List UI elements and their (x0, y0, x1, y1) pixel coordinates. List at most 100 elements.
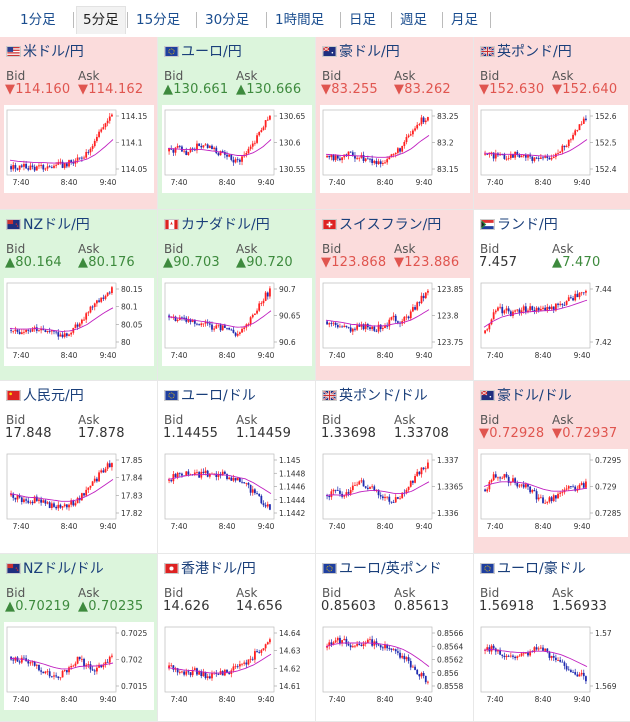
pair-title[interactable]: カナダドル/円 (164, 216, 270, 234)
candle-body (238, 477, 241, 482)
y-tick-label: 14.63 (279, 647, 301, 656)
pair-title[interactable]: NZドル/円 (6, 216, 90, 234)
candle-body (520, 653, 523, 656)
y-tick-label: 1.337 (437, 456, 459, 465)
tab-2[interactable]: 15分足 (136, 12, 181, 28)
candlestick-chart[interactable]: 0.7295 0.729 0.7285 7:40 8:40 9:40 (478, 449, 628, 537)
candlestick-chart[interactable]: 17.85 17.84 17.83 17.82 7:40 8:40 9:40 (4, 449, 154, 537)
candle-body (379, 161, 382, 165)
rate-card[interactable]: 香港ドル/円 Bid Ask 14.626 14.656 14.64 14.63 14.62 1… (158, 554, 316, 722)
candlestick-chart[interactable]: 80.15 80.1 80.05 80 7:40 8:40 9:40 (4, 278, 154, 366)
candle-body (501, 477, 504, 479)
candlestick-chart[interactable]: 14.64 14.63 14.62 14.61 7:40 8:40 9:40 (162, 622, 312, 710)
y-tick-label: 123.75 (437, 338, 463, 347)
candlestick-chart[interactable]: 0.7025 0.702 0.7015 7:40 8:40 9:40 (4, 622, 154, 710)
candlestick-chart[interactable]: 1.145 1.1448 1.1446 1.1444 1.1442 7:40 8:40 9:4… (162, 449, 312, 537)
candle-body (529, 486, 532, 493)
candle-body (565, 665, 568, 670)
candlestick-chart[interactable]: 7.44 7.42 7:40 8:40 9:40 (478, 278, 628, 366)
candlestick-chart[interactable]: 152.6 152.5 152.4 7:40 8:40 9:40 (478, 105, 628, 193)
candlestick-chart[interactable]: 1.57 1.569 7:40 8:40 9:40 (478, 622, 628, 710)
pair-title[interactable]: 豪ドル/ドル (480, 387, 572, 405)
flag-nz-icon (6, 217, 23, 233)
pair-name: ランド/円 (497, 217, 558, 233)
moving-average-line (9, 307, 114, 332)
candlestick-chart[interactable]: 90.7 90.65 90.6 7:40 8:40 9:40 (162, 278, 312, 366)
rate-card[interactable]: NZドル/円 Bid Ask ▲80.164 ▲80.176 80.15 80.1 80.05… (0, 210, 158, 381)
rate-card[interactable]: ユーロ/円 Bid Ask ▲130.661 ▲130.666 130.65 130.6 13… (158, 37, 316, 210)
pair-title[interactable]: ランド/円 (480, 216, 558, 234)
rate-card[interactable]: スイスフラン/円 Bid Ask ▼123.868 ▼123.886 123.85 123.… (316, 210, 474, 381)
x-tick-label: 9:40 (100, 522, 117, 531)
moving-average-line (167, 653, 272, 674)
candlestick-chart[interactable]: 123.85 123.8 123.75 7:40 8:40 9:40 (320, 278, 470, 366)
candle-body (236, 477, 239, 481)
rate-card[interactable]: ユーロ/ドル Bid Ask 1.14455 1.14459 1.145 1.1448 1.1… (158, 381, 316, 554)
candle-body (89, 485, 92, 488)
rate-card[interactable]: ユーロ/豪ドル Bid Ask 1.56918 1.56933 1.57 1.569 7:40… (474, 554, 630, 722)
candle-body (520, 484, 523, 486)
rate-card[interactable]: 豪ドル/ドル Bid Ask ▼0.72928 ▼0.72937 0.7295 0.729 0… (474, 381, 630, 554)
candle-body (70, 332, 73, 335)
tab-3[interactable]: 30分足 (205, 12, 250, 28)
y-tick-label: 7.42 (595, 338, 612, 347)
tab-7[interactable]: 月足 (451, 12, 478, 28)
candle-body (418, 674, 421, 677)
candle-body (384, 644, 386, 649)
candle-body (269, 639, 271, 643)
candle-body (230, 329, 233, 331)
candle-body (414, 475, 416, 483)
rate-card[interactable]: 米ドル/円 Bid Ask ▼114.160 ▼114.162 114.15 114.1 11… (0, 37, 158, 210)
candle-body (65, 333, 68, 336)
pair-title[interactable]: NZドル/ドル (6, 560, 104, 578)
rate-card[interactable]: カナダドル/円 Bid Ask ▲90.703 ▲90.720 90.7 90.65 90.6… (158, 210, 316, 381)
candle-body (418, 124, 421, 125)
pair-title[interactable]: 英ポンド/ドル (322, 387, 428, 405)
candle-body (48, 166, 51, 168)
candle-body (512, 478, 514, 483)
pair-title[interactable]: 英ポンド/円 (480, 43, 572, 61)
candle-body (362, 324, 365, 330)
candle-body (208, 323, 211, 325)
candle-body (228, 477, 231, 479)
candlestick-chart[interactable]: 83.25 83.2 83.15 7:40 8:40 9:40 (320, 105, 470, 193)
candlestick-chart[interactable]: 1.337 1.3365 1.336 7:40 8:40 9:40 (320, 449, 470, 537)
y-tick-label: 0.729 (595, 483, 617, 492)
candlestick-chart[interactable]: 114.15 114.1 114.05 7:40 8:40 9:40 (4, 105, 154, 193)
candle-body (339, 637, 341, 644)
rate-card[interactable]: 英ポンド/円 Bid Ask ▼152.630 ▼152.640 152.6 152.5 15… (474, 37, 630, 210)
pair-title[interactable]: ユーロ/英ポンド (322, 560, 442, 578)
bid-value: ▼0.72928 (479, 426, 545, 441)
candle-body (106, 120, 109, 124)
candle-body (208, 473, 211, 477)
rate-card[interactable]: 人民元/円 Bid Ask 17.848 17.878 17.85 17.84 17.83 17… (0, 381, 158, 554)
flag-eu-icon (480, 561, 497, 577)
candle-body (554, 657, 557, 661)
pair-title[interactable]: ユーロ/円 (164, 43, 242, 61)
rate-card[interactable]: 豪ドル/円 Bid Ask ▼83.255 ▼83.262 83.25 83.2 83.15 7… (316, 37, 474, 210)
rate-card[interactable]: 英ポンド/ドル Bid Ask 1.33698 1.33708 1.337 1.3365 1.… (316, 381, 474, 554)
rate-card[interactable]: ランド/円 Bid Ask 7.457 ▲7.470 7.44 7.42 7:40 8:40 9:… (474, 210, 630, 381)
pair-title[interactable]: 米ドル/円 (6, 43, 84, 61)
pair-title[interactable]: 豪ドル/円 (322, 43, 400, 61)
tab-4[interactable]: 1時間足 (275, 12, 325, 28)
ask-value: ▼123.886 (394, 255, 460, 270)
rate-card[interactable]: ユーロ/英ポンド Bid Ask 0.85603 0.85613 0.8566 0.8564… (316, 554, 474, 722)
pair-title[interactable]: ユーロ/豪ドル (480, 560, 586, 578)
candle-body (256, 651, 258, 653)
tab-5[interactable]: 日足 (349, 12, 376, 28)
y-tick-label: 114.05 (121, 165, 147, 174)
pair-title[interactable]: 香港ドル/円 (164, 560, 256, 578)
tab-1[interactable]: 5分足 (76, 6, 126, 34)
tab-6[interactable]: 週足 (400, 12, 427, 28)
candle-body (269, 288, 271, 297)
candle-body (87, 151, 90, 153)
candlestick-chart[interactable]: 130.65 130.6 130.55 7:40 8:40 9:40 (162, 105, 312, 193)
rate-card[interactable]: NZドル/ドル Bid Ask ▲0.70219 ▲0.70235 0.7025 0.702… (0, 554, 158, 722)
pair-title[interactable]: 人民元/円 (6, 387, 84, 405)
tab-0[interactable]: 1分足 (20, 12, 56, 28)
candlestick-chart[interactable]: 0.8566 0.8564 0.8562 0.856 0.8558 7:40 8:40 9:4… (320, 622, 470, 710)
y-tick-label: 83.15 (437, 165, 459, 174)
pair-title[interactable]: スイスフラン/円 (322, 216, 441, 234)
pair-title[interactable]: ユーロ/ドル (164, 387, 256, 405)
